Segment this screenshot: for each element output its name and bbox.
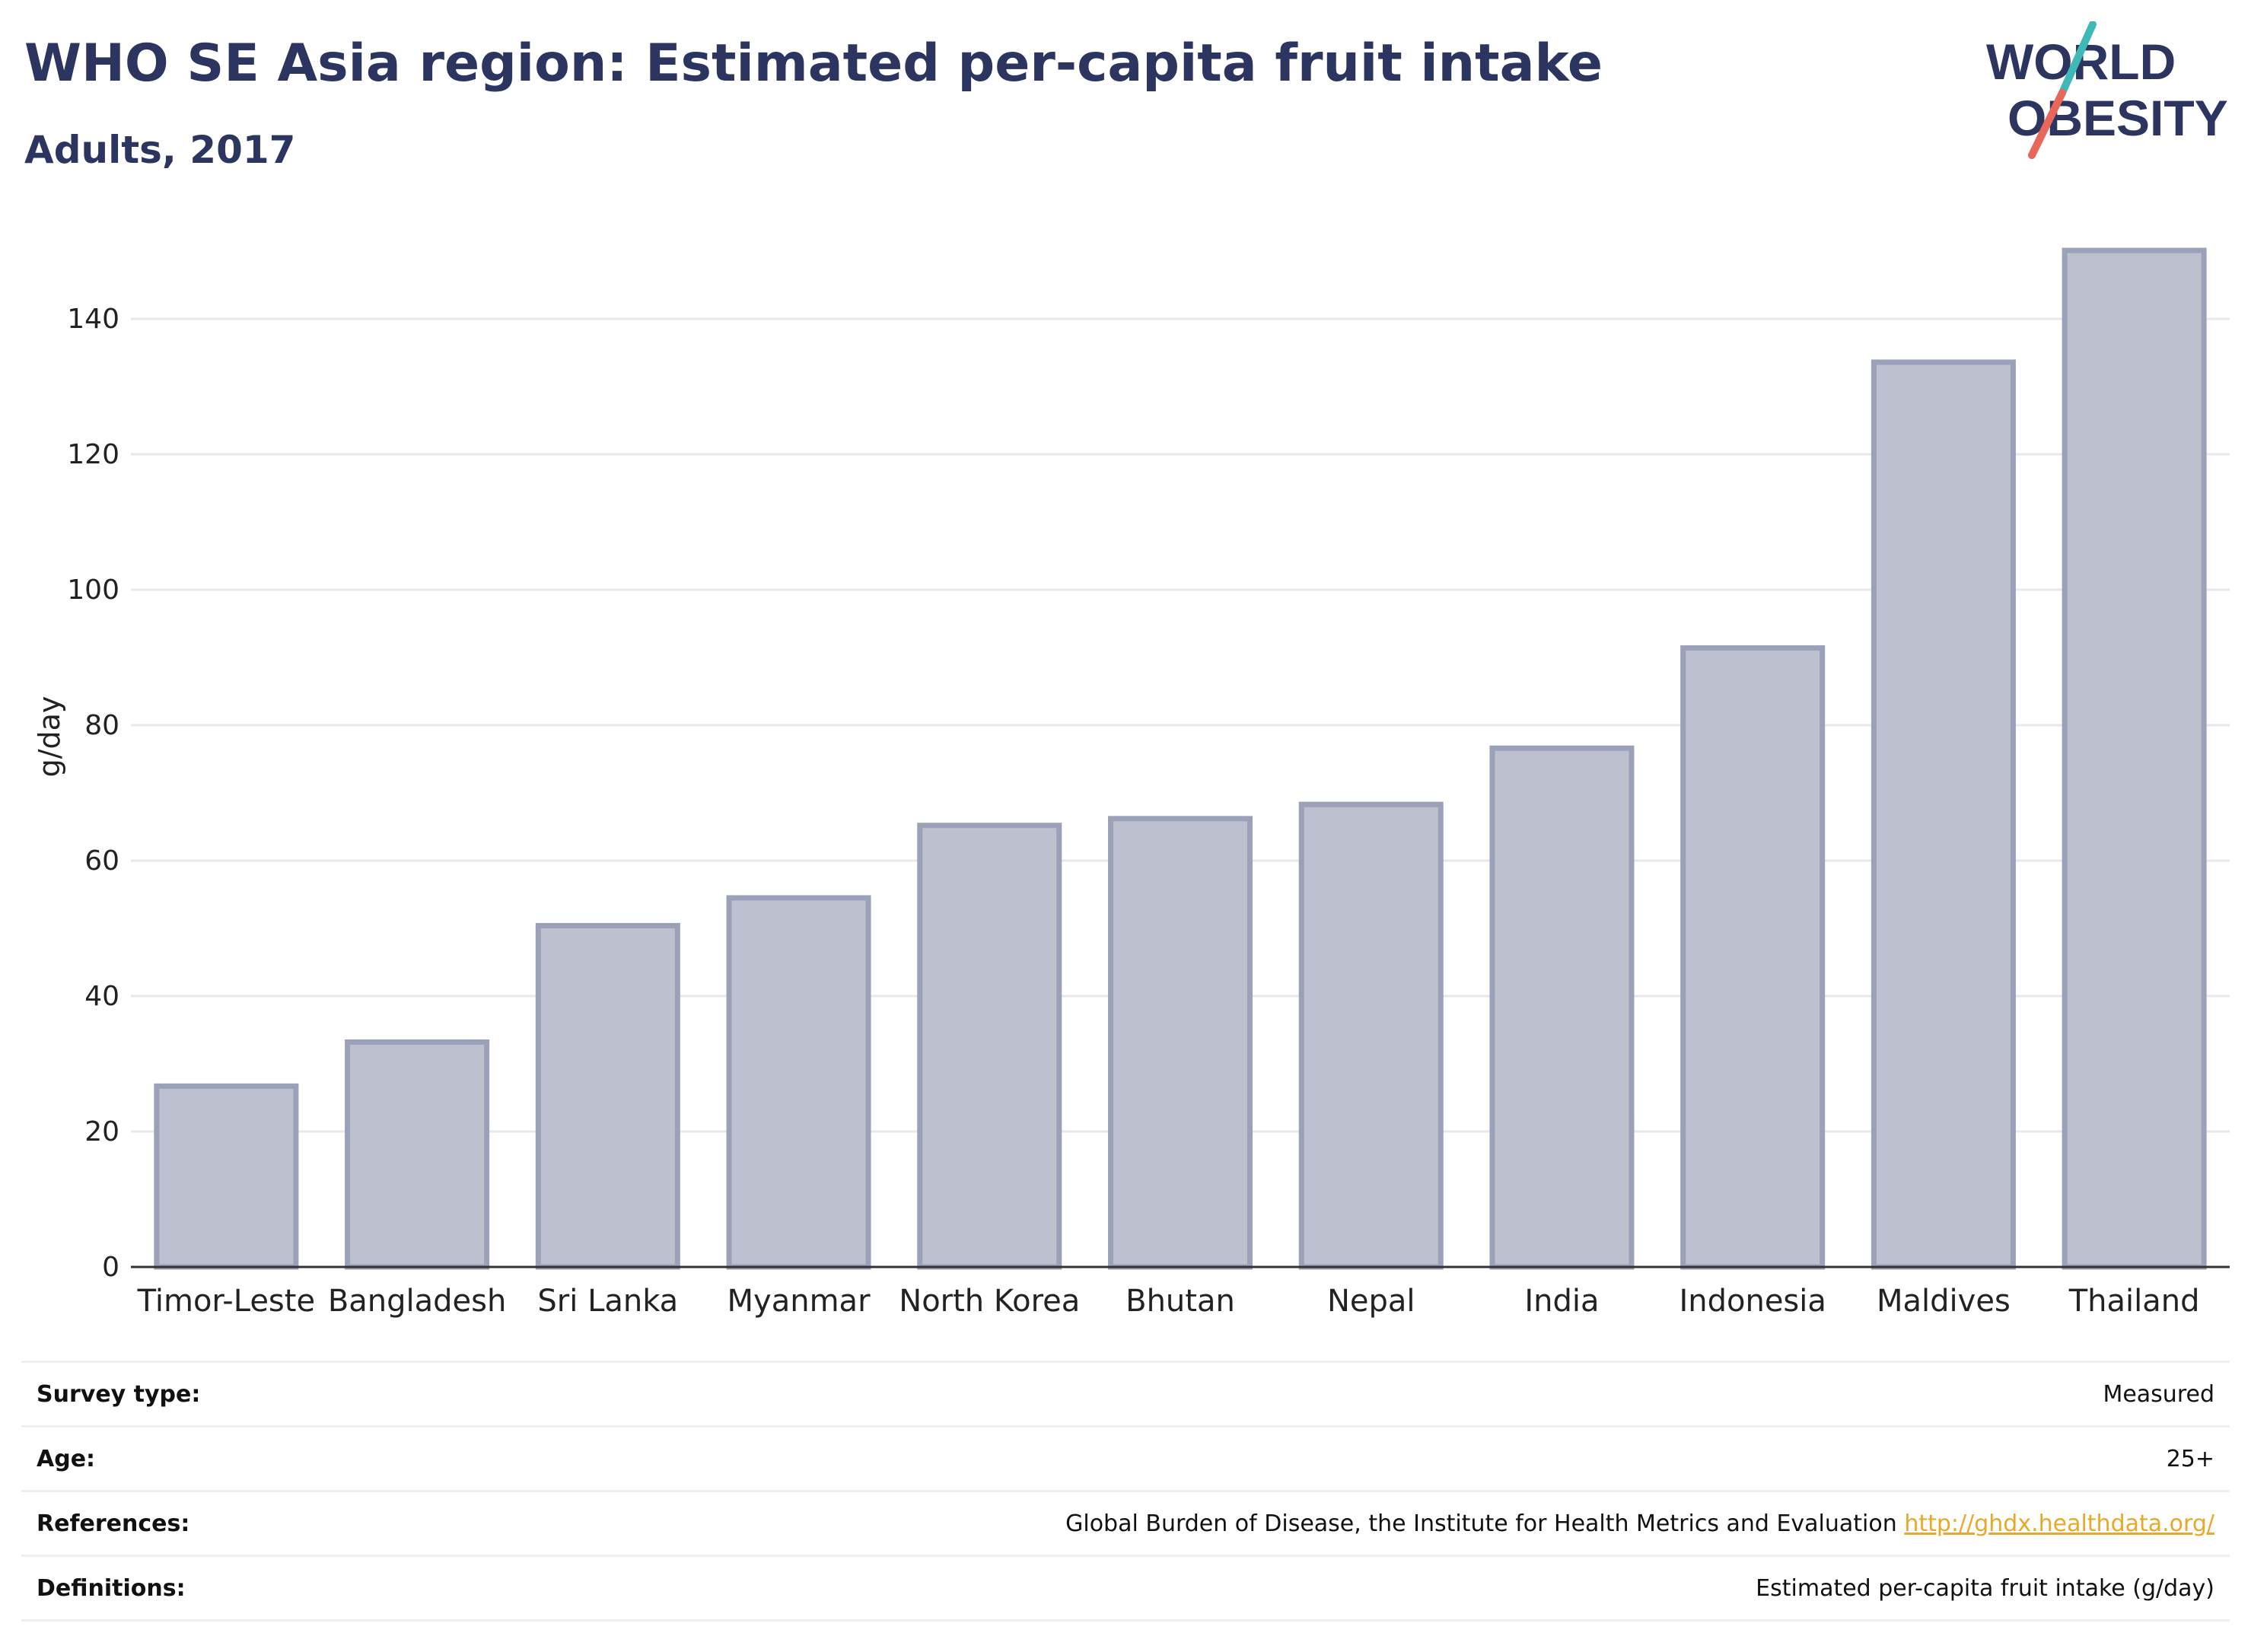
bar <box>917 823 1062 1270</box>
meta-label: Age: <box>37 1446 96 1472</box>
y-tick-label: 80 <box>84 710 119 741</box>
meta-row-age: Age: 25+ <box>21 1425 2230 1490</box>
meta-label: Definitions: <box>37 1575 186 1602</box>
bar <box>1871 359 2016 1270</box>
meta-row-definitions: Definitions: Estimated per-capita fruit … <box>21 1555 2230 1622</box>
x-tick-label: Myanmar <box>728 1284 871 1319</box>
chart-title: WHO SE Asia region: Estimated per-capita… <box>24 33 1603 94</box>
y-tick-label: 100 <box>67 575 119 606</box>
y-tick-label: 140 <box>67 304 119 335</box>
y-tick-label: 40 <box>84 981 119 1012</box>
x-tick-label: Indonesia <box>1679 1284 1826 1319</box>
bar <box>1298 801 1444 1270</box>
meta-value: Estimated per-capita fruit intake (g/day… <box>1756 1575 2214 1602</box>
x-tick-label: Bhutan <box>1126 1284 1235 1319</box>
x-tick-label: Nepal <box>1327 1284 1415 1319</box>
meta-value: 25+ <box>2166 1446 2214 1472</box>
y-tick-label: 120 <box>67 439 119 470</box>
meta-row-survey-type: Survey type: Measured <box>21 1361 2230 1425</box>
bar <box>535 922 680 1270</box>
bar <box>1489 745 1635 1270</box>
x-tick-label: Timor-Leste <box>137 1284 315 1319</box>
x-tick-label: Sri Lanka <box>537 1284 678 1319</box>
bar <box>1680 645 1826 1270</box>
y-tick-label: 60 <box>84 845 119 877</box>
bar <box>726 895 871 1270</box>
meta-row-references: References: Global Burden of Disease, th… <box>21 1490 2230 1555</box>
x-tick-label: Maldives <box>1877 1284 2011 1319</box>
y-axis-label: g/day <box>33 696 66 778</box>
x-axis-ticks: Timor-Leste Bangladesh Sri Lanka Myanmar Nor… <box>137 1284 2200 1319</box>
x-tick-label: Thailand <box>2068 1284 2200 1319</box>
bar-chart: 0 20 40 60 80 100 120 140 Timor-Leste Bangladesh… <box>33 247 2230 1319</box>
meta-value-references: Global Burden of Disease, the Institute … <box>1065 1510 2214 1537</box>
bar <box>154 1083 299 1270</box>
reference-link[interactable]: http://ghdx.healthdata.org/ <box>1904 1510 2214 1537</box>
x-tick-label: India <box>1524 1284 1599 1319</box>
meta-label: Survey type: <box>37 1381 201 1408</box>
x-tick-label: North Korea <box>899 1284 1080 1319</box>
meta-value: Measured <box>2103 1381 2214 1408</box>
bar <box>1107 816 1253 1270</box>
meta-label: References: <box>37 1510 190 1537</box>
reference-text: Global Burden of Disease, the Institute … <box>1065 1510 1897 1537</box>
world-obesity-logo: WORLD OBESITY <box>1986 21 2228 159</box>
logo-teal-stroke <box>2058 21 2097 97</box>
bar <box>345 1039 490 1270</box>
chart-subtitle: Adults, 2017 <box>24 128 296 172</box>
bars <box>154 247 2207 1270</box>
y-tick-label: 20 <box>84 1116 119 1147</box>
metadata-table: Survey type: Measured Age: 25+ Reference… <box>21 1361 2230 1622</box>
bar <box>2062 247 2207 1270</box>
y-tick-label: 0 <box>102 1252 119 1283</box>
x-tick-label: Bangladesh <box>328 1284 507 1319</box>
logo-coral-stroke <box>2028 89 2066 159</box>
y-axis-ticks: 0 20 40 60 80 100 120 140 <box>67 304 119 1283</box>
